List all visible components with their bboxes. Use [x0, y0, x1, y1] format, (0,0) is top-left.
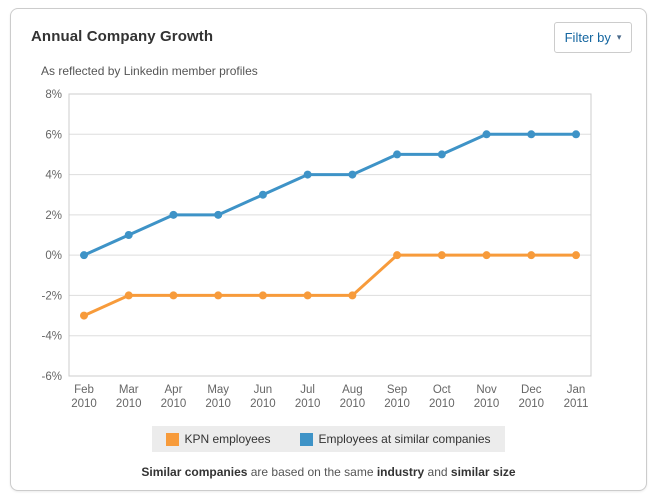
data-point[interactable] — [348, 170, 357, 179]
x-tick-month: Apr — [165, 384, 183, 396]
x-tick-year: 2010 — [429, 398, 455, 410]
footer-text-segment: industry — [376, 465, 425, 479]
legend-label: Employees at similar companies — [318, 432, 491, 446]
y-tick-label: 2% — [45, 210, 62, 222]
chart-legend: KPN employees Employees at similar compan… — [152, 426, 505, 452]
series-line — [83, 253, 576, 317]
footer-text-segment: Similar companies — [141, 465, 248, 479]
x-tick-month: Nov — [476, 384, 497, 396]
x-tick-month: Mar — [119, 384, 139, 396]
data-point[interactable] — [80, 311, 88, 320]
x-tick-year: 2010 — [518, 398, 544, 410]
data-point[interactable] — [348, 291, 357, 300]
x-tick-month: Jun — [254, 384, 273, 396]
annual-company-growth-card: Annual Company Growth Filter by ▾ As ref… — [10, 8, 647, 491]
data-point[interactable] — [258, 190, 267, 199]
y-tick-label: 4% — [45, 170, 62, 182]
footer-text-segment: similar size — [450, 465, 516, 479]
data-point[interactable] — [214, 291, 223, 300]
data-point[interactable] — [527, 251, 536, 260]
series-line — [83, 132, 576, 257]
data-point[interactable] — [169, 291, 178, 300]
growth-chart: 8% 6% 4% 2% 0% -2% -4% -6% Feb 2010 Mar 2010 Apr 2010… — [29, 89, 635, 413]
footer-text-segment: and — [424, 465, 451, 479]
x-tick-year: 2010 — [295, 398, 321, 410]
card-header: Annual Company Growth Filter by ▾ — [31, 21, 632, 61]
chart-subtitle: As reflected by Linkedin member profiles — [41, 64, 258, 78]
data-point[interactable] — [80, 251, 88, 260]
data-point[interactable] — [124, 231, 133, 239]
x-tick-month: Jul — [300, 384, 315, 396]
x-tick-year: 2010 — [161, 398, 187, 410]
data-point[interactable] — [482, 130, 491, 139]
data-point[interactable] — [303, 291, 312, 300]
legend-swatch-icon — [300, 432, 314, 446]
x-tick-year: 2010 — [116, 398, 142, 410]
data-point[interactable] — [393, 150, 402, 159]
x-tick-month: Dec — [521, 384, 542, 396]
legend-item: KPN employees — [166, 432, 270, 446]
footer-note: Similar companies are based on the same … — [11, 465, 646, 479]
plot-border — [68, 93, 592, 377]
x-tick-year: 2010 — [384, 398, 410, 410]
data-point[interactable] — [572, 130, 580, 139]
data-point[interactable] — [214, 210, 223, 219]
data-point[interactable] — [437, 251, 446, 260]
data-point[interactable] — [169, 210, 178, 219]
data-point[interactable] — [527, 130, 536, 139]
y-tick-label: -2% — [42, 290, 62, 302]
y-tick-label: 0% — [45, 250, 62, 262]
x-tick-year: 2010 — [250, 398, 276, 410]
x-tick-year: 2010 — [71, 398, 97, 410]
y-tick-label: -4% — [42, 331, 62, 343]
x-tick-month: Oct — [433, 384, 452, 396]
data-point[interactable] — [437, 150, 446, 159]
legend-item: Employees at similar companies — [300, 432, 491, 446]
legend-label: KPN employees — [184, 432, 271, 446]
x-tick-year: 2010 — [474, 398, 500, 410]
y-tick-label: 6% — [45, 129, 62, 141]
legend-row: KPN employees Employees at similar compan… — [11, 426, 646, 452]
data-point[interactable] — [124, 291, 133, 300]
y-tick-label: 8% — [45, 89, 62, 101]
filter-by-label: Filter by — [564, 30, 611, 45]
data-point[interactable] — [303, 170, 312, 179]
x-tick-year: 2011 — [564, 398, 589, 410]
data-point[interactable] — [572, 251, 580, 260]
data-point[interactable] — [393, 251, 402, 260]
y-tick-label: -6% — [42, 371, 62, 383]
filter-by-button[interactable]: Filter by ▾ — [554, 22, 632, 53]
data-point[interactable] — [258, 291, 267, 300]
growth-chart-svg: 8% 6% 4% 2% 0% -2% -4% -6% Feb 2010 Mar 2010 Apr 2010… — [42, 89, 592, 410]
footer-text-segment: are based on the same — [247, 465, 377, 479]
chevron-down-icon: ▾ — [616, 32, 622, 42]
x-tick-month: Aug — [342, 384, 362, 396]
data-point[interactable] — [482, 251, 491, 260]
legend-swatch-icon — [166, 432, 180, 446]
x-tick-year: 2010 — [340, 398, 366, 410]
page-title: Annual Company Growth — [31, 28, 214, 45]
x-tick-month: Sep — [387, 384, 407, 396]
x-tick-year: 2010 — [205, 398, 231, 410]
x-tick-month: Feb — [74, 384, 94, 396]
x-tick-month: May — [207, 384, 229, 396]
x-tick-month: Jan — [567, 384, 586, 396]
